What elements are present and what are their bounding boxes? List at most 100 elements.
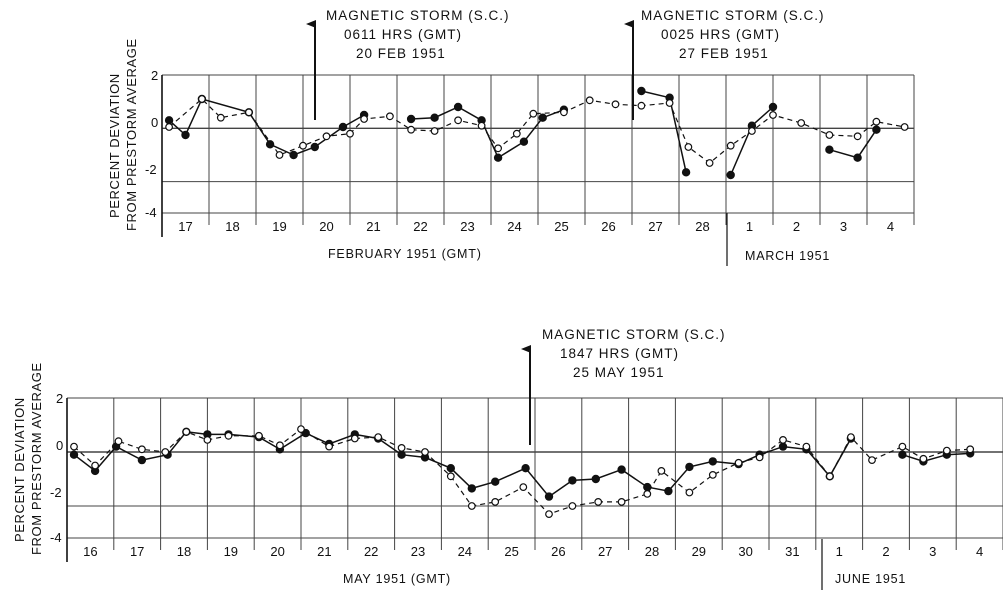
data-point-open bbox=[868, 456, 876, 465]
x-tick-label: 20 bbox=[319, 219, 333, 234]
x-tick-label: 25 bbox=[504, 544, 518, 559]
x-tick-label: 17 bbox=[178, 219, 192, 234]
data-point-open bbox=[322, 132, 331, 141]
data-point-open bbox=[594, 498, 603, 506]
data-point-open bbox=[70, 442, 78, 451]
x-tick-label: 21 bbox=[317, 544, 331, 559]
x-tick-label: 2 bbox=[882, 544, 889, 559]
data-point-filled bbox=[591, 474, 601, 484]
series-dashed-circles bbox=[165, 95, 909, 167]
data-point-open bbox=[685, 488, 694, 497]
data-point-open bbox=[942, 446, 951, 455]
data-point-open bbox=[454, 116, 463, 125]
y-tick-label: -2 bbox=[50, 485, 62, 500]
data-point-filled bbox=[137, 455, 147, 465]
data-point-open bbox=[161, 448, 170, 456]
data-point-filled bbox=[872, 125, 881, 134]
x-tick-label: 4 bbox=[976, 544, 983, 559]
data-point-filled bbox=[519, 137, 529, 146]
data-point-open bbox=[966, 445, 975, 454]
data-point-open bbox=[114, 437, 123, 446]
data-point-open bbox=[545, 510, 553, 518]
data-point-filled bbox=[467, 484, 476, 493]
series-line bbox=[829, 129, 878, 159]
x-tick-label: 23 bbox=[460, 219, 474, 234]
x-tick-label: 23 bbox=[411, 544, 425, 559]
x-axis-month-label-may: MAY 1951 (GMT) bbox=[343, 572, 451, 586]
series-line bbox=[902, 452, 971, 463]
data-point-open bbox=[165, 123, 174, 131]
data-point-filled bbox=[664, 486, 673, 496]
x-tick-label: 18 bbox=[177, 544, 191, 559]
data-point-open bbox=[275, 151, 284, 159]
data-point-open bbox=[637, 101, 646, 110]
y-tick-label: 2 bbox=[56, 391, 63, 406]
x-tick-label: 31 bbox=[785, 544, 799, 559]
data-point-open bbox=[346, 129, 354, 138]
data-point-open bbox=[350, 434, 359, 443]
data-point-open bbox=[734, 458, 743, 467]
x-axis-month-label-february: FEBRUARY 1951 (GMT) bbox=[328, 247, 482, 261]
storm-annotation-line-2: 1847 HRS (GMT) bbox=[560, 346, 679, 361]
data-point-open bbox=[325, 442, 334, 451]
data-point-open bbox=[779, 436, 787, 444]
data-point-filled bbox=[338, 122, 348, 132]
data-point-open bbox=[407, 125, 416, 134]
x-tick-label: 30 bbox=[738, 544, 752, 559]
data-point-open bbox=[216, 113, 225, 122]
x-tick-label: 1 bbox=[746, 219, 753, 234]
data-point-open bbox=[519, 483, 528, 492]
data-point-filled bbox=[491, 477, 500, 486]
data-point-open bbox=[560, 108, 568, 117]
data-point-open bbox=[446, 472, 455, 481]
data-point-filled bbox=[406, 114, 416, 124]
data-point-open bbox=[643, 490, 652, 498]
y-tick-label: 0 bbox=[56, 438, 63, 453]
data-point-open bbox=[360, 115, 369, 123]
data-point-open bbox=[797, 119, 806, 127]
data-point-filled bbox=[825, 145, 834, 154]
y-axis-title: PERCENT DEVIATION FROM PRESTORM AVERAGE bbox=[12, 362, 44, 555]
plot-grid bbox=[161, 74, 915, 237]
y-axis-title-line-2: FROM PRESTORM AVERAGE bbox=[29, 362, 44, 555]
x-tick-label: 19 bbox=[272, 219, 286, 234]
x-tick-label: 17 bbox=[130, 544, 144, 559]
data-point-filled bbox=[521, 464, 530, 473]
x-tick-label: 3 bbox=[929, 544, 936, 559]
storm-annotation-line-3: 25 MAY 1951 bbox=[573, 365, 665, 380]
data-point-open bbox=[276, 441, 284, 450]
data-point-open bbox=[203, 436, 212, 444]
data-point-open bbox=[617, 498, 626, 506]
data-point-open bbox=[467, 502, 476, 510]
x-tick-label: 16 bbox=[83, 544, 97, 559]
data-point-open bbox=[494, 144, 503, 153]
storm-annotation-2-line-2: 0025 HRS (GMT) bbox=[661, 27, 780, 42]
data-point-open bbox=[665, 99, 674, 107]
data-point-open bbox=[430, 127, 439, 135]
storm-annotation-line-1: MAGNETIC STORM (S.C.) bbox=[542, 327, 726, 342]
y-tick-label: -2 bbox=[145, 162, 157, 177]
data-point-filled bbox=[726, 170, 735, 180]
data-point-filled bbox=[617, 465, 626, 474]
data-point-filled bbox=[265, 140, 275, 149]
x-tick-label: 28 bbox=[695, 219, 709, 234]
data-point-open bbox=[684, 143, 693, 151]
data-point-open bbox=[91, 461, 99, 470]
data-point-open bbox=[919, 454, 928, 463]
storm-annotation-line-1: MAGNETIC STORM (S.C.) bbox=[326, 8, 510, 23]
data-point-open bbox=[421, 448, 429, 456]
data-point-filled bbox=[397, 450, 406, 459]
data-point-open bbox=[708, 471, 717, 479]
storm-annotation-line-2: 0611 HRS (GMT) bbox=[344, 27, 462, 42]
x-tick-label: 26 bbox=[551, 544, 565, 559]
y-tick-labels: 2 0 -2 -4 bbox=[145, 68, 158, 220]
data-point-filled bbox=[430, 113, 439, 122]
data-point-filled bbox=[538, 113, 547, 122]
data-point-open bbox=[769, 111, 777, 119]
plot-grid bbox=[66, 397, 1003, 562]
x-tick-label: 24 bbox=[458, 544, 472, 559]
x-tick-label: 26 bbox=[601, 219, 615, 234]
data-point-open bbox=[491, 498, 500, 506]
data-point-open bbox=[397, 444, 406, 452]
